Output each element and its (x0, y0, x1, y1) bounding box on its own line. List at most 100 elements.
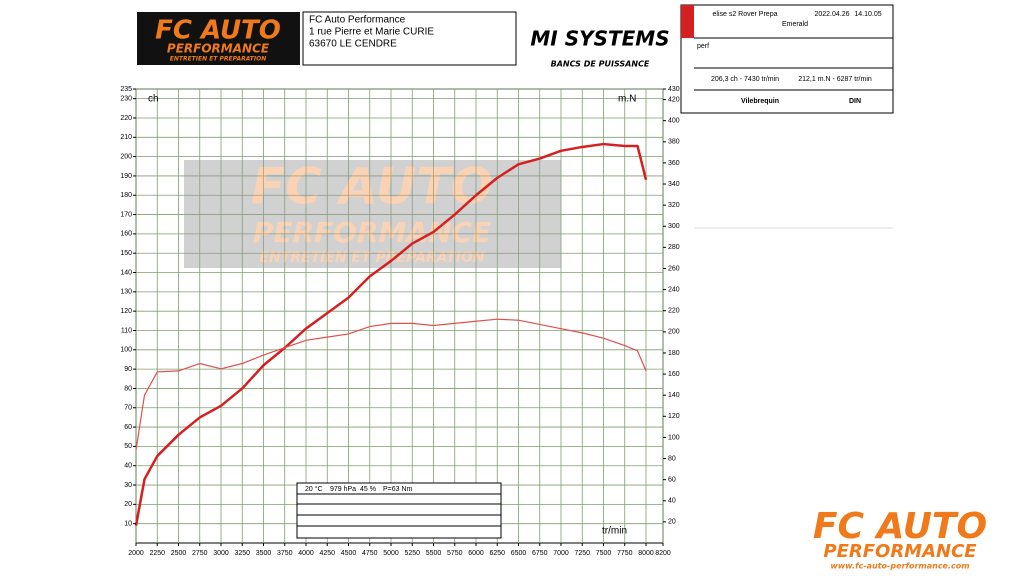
conditions-box: 20 °C 979 hPa 45 % P=63 Nm (296, 482, 502, 539)
partner-logo-title: MI SYSTEMS (530, 27, 669, 51)
y2-tick-label: 40 (668, 498, 676, 505)
x-tick-label: 5000 (383, 550, 399, 557)
x-tick-label: 6250 (489, 550, 505, 557)
date: 2022.04.26 (814, 11, 849, 18)
y-tick-label: 100 (120, 347, 132, 354)
engine: Emerald (782, 21, 808, 28)
y-tick-label: 40 (124, 463, 132, 470)
x-tick-label: 5500 (426, 550, 442, 557)
y-tick-label: 50 (124, 443, 132, 450)
y2-tick-label: 140 (668, 392, 680, 399)
y2-tick-label: 20 (668, 519, 676, 526)
info-panel: elise s2 Rover Prepa 2022.04.26 14.10.05… (680, 4, 894, 114)
x-tick-label: 3000 (213, 550, 229, 557)
x-tick-label: 2750 (192, 550, 208, 557)
x-tick-label: 5750 (447, 550, 463, 557)
y2-tick-label: 200 (668, 329, 680, 336)
address-box (302, 11, 517, 66)
y2-tick-label: 160 (668, 371, 680, 378)
temperature: 20 °C (305, 485, 323, 493)
y-tick-label: 180 (120, 192, 132, 199)
y-tick-label: 140 (120, 269, 132, 276)
curves (134, 142, 648, 526)
y2-tick-label: 400 (668, 118, 680, 125)
x-tick-label: 8200 (655, 550, 671, 557)
y-tick-label: 160 (120, 231, 132, 238)
plot-area (135, 88, 664, 544)
logo-subtitle: PERFORMANCE (167, 42, 270, 56)
y2-tick-label: 340 (668, 181, 680, 188)
y2-tick-label: 320 (668, 202, 680, 209)
footer-logo-subtitle: PERFORMANCE (823, 541, 977, 562)
y-tick-label: 170 (120, 211, 132, 218)
x-tick-label: 4750 (362, 550, 378, 557)
curve (135, 318, 647, 451)
x-tick-label: 3500 (256, 550, 272, 557)
x-tick-label: 6750 (532, 550, 548, 557)
y-tick-label: 120 (120, 308, 132, 315)
y2-tick-label: 220 (668, 308, 680, 315)
y-tick-label: 70 (124, 405, 132, 412)
x-tick-label: 7750 (617, 550, 633, 557)
x-tick-label: 4000 (298, 550, 314, 557)
measure: Vilebrequin (741, 98, 779, 105)
note: perf (697, 43, 709, 50)
y2-tick-label: 60 (668, 476, 676, 483)
y-tick-label: 190 (120, 173, 132, 180)
partner-logo-tagline: BANCS DE PUISSANCE (551, 60, 650, 69)
x-tick-label: 3250 (234, 550, 250, 557)
y-tick-label: 90 (124, 366, 132, 373)
x-tick-label: 6000 (468, 550, 484, 557)
y2-tick-label: 80 (668, 455, 676, 462)
y2-axis-label: m.N (618, 94, 636, 105)
y-tick-label: 110 (121, 327, 132, 334)
y-tick-label: 210 (120, 134, 132, 141)
y2-tick-label: 100 (668, 434, 680, 441)
logo-tagline: ENTRETIEN ET PREPARATION (170, 56, 267, 63)
y-tick-label: 10 (124, 521, 132, 528)
y-tick-label: 130 (120, 289, 132, 296)
x-tick-label: 3750 (277, 550, 293, 557)
y-tick-label: 60 (124, 424, 132, 431)
ticks: 2000 2250 2500 2750 3000 3250 3500 3750 4000 4250… (120, 86, 679, 557)
y2-tick-label: 260 (668, 265, 680, 272)
watermark-tagline: ENTRETIEN ET PREPARATION (259, 250, 484, 266)
conditions-frame (296, 482, 502, 539)
time: 14.10.05 (854, 11, 881, 18)
footer-logo-url: www.fc-auto-performance.com (830, 562, 969, 571)
x-tick-label: 2000 (128, 550, 144, 557)
footer-logo-title: FC AUTO (813, 506, 987, 547)
x-tick-label: 7000 (553, 550, 569, 557)
y2-tick-label: 420 (668, 96, 680, 103)
info-box (680, 4, 894, 114)
x-tick-label: 4250 (319, 550, 335, 557)
pressure: 979 hPa (330, 486, 356, 493)
y-tick-label: 200 (120, 153, 132, 160)
max-power: 206,3 ch - 7430 tr/min (711, 76, 779, 83)
y2-tick-label: 280 (668, 244, 680, 251)
y-axis-label: ch (148, 94, 159, 105)
x-tick-label: 4500 (341, 550, 357, 557)
y-tick-label: 80 (124, 385, 132, 392)
y-tick-label: 235 (120, 86, 132, 93)
vehicle: elise s2 Rover Prepa (713, 11, 778, 18)
address-line: FC Auto Performance (309, 15, 406, 26)
info-flag (681, 5, 694, 38)
y2-tick-label: 120 (668, 413, 680, 420)
x-tick-label: 7500 (596, 550, 612, 557)
x-tick-label: 8000 (638, 550, 654, 557)
address-line: 1 rue Pierre et Marie CURIE (309, 27, 434, 38)
losses: P=63 Nm (383, 486, 413, 493)
x-tick-label: 5250 (404, 550, 420, 557)
y-tick-label: 20 (124, 501, 132, 508)
y-tick-label: 30 (124, 482, 132, 489)
norm: DIN (849, 98, 861, 105)
watermark-title: FC AUTO (251, 158, 493, 216)
x-tick-label: 2500 (171, 550, 187, 557)
y-tick-label: 150 (120, 250, 132, 257)
address-line: 63670 LE CENDRE (309, 39, 397, 50)
humidity: 45 % (360, 486, 376, 493)
x-tick-label: 6500 (511, 550, 527, 557)
